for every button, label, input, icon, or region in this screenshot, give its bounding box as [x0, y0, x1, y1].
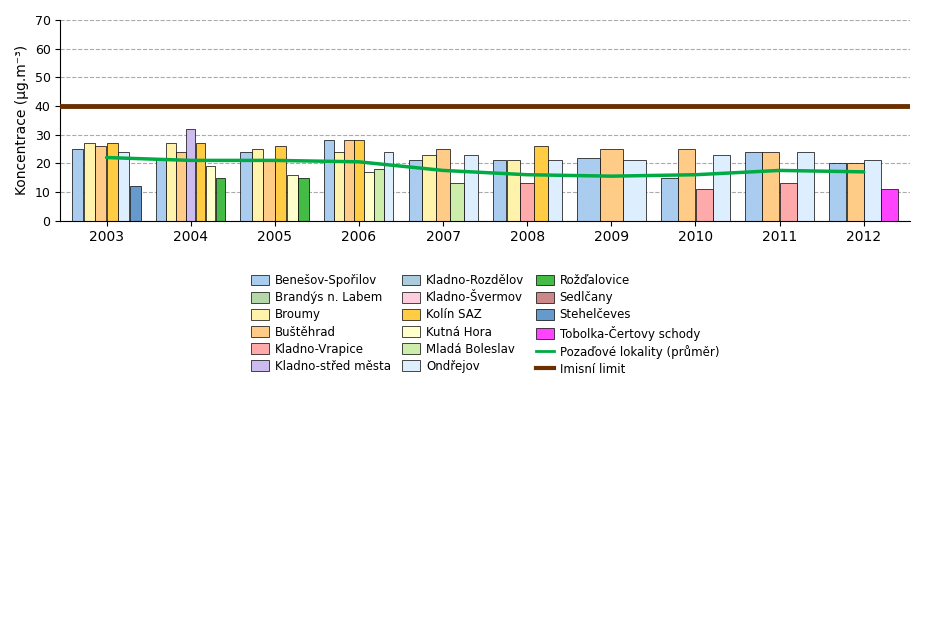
Bar	[106, 143, 117, 221]
Bar	[521, 183, 534, 221]
Bar	[437, 149, 450, 221]
Bar	[423, 155, 436, 221]
Bar	[549, 160, 561, 221]
Bar	[264, 160, 275, 221]
Bar	[298, 177, 309, 221]
Bar	[72, 149, 83, 221]
Bar	[762, 152, 780, 221]
Bar	[240, 152, 252, 221]
Bar	[287, 175, 298, 221]
Bar	[678, 149, 696, 221]
Bar	[166, 143, 176, 221]
Y-axis label: Koncentrace (µg.m⁻³): Koncentrace (µg.m⁻³)	[15, 45, 29, 195]
Bar	[344, 141, 354, 221]
Bar	[325, 141, 334, 221]
Bar	[696, 189, 712, 221]
Bar	[354, 141, 364, 221]
Bar	[196, 143, 205, 221]
Bar	[130, 186, 141, 221]
Bar	[661, 177, 678, 221]
Bar	[577, 158, 599, 221]
Bar	[118, 152, 130, 221]
Bar	[334, 152, 344, 221]
Bar	[464, 155, 477, 221]
Bar	[216, 177, 225, 221]
Bar	[623, 160, 646, 221]
Bar	[829, 163, 846, 221]
Bar	[95, 146, 106, 221]
Bar	[493, 160, 506, 221]
Bar	[384, 152, 393, 221]
Bar	[186, 129, 195, 221]
Bar	[275, 146, 286, 221]
Bar	[252, 149, 263, 221]
Bar	[600, 149, 623, 221]
Bar	[176, 152, 186, 221]
Bar	[364, 172, 374, 221]
Bar	[797, 152, 814, 221]
Bar	[780, 183, 796, 221]
Bar	[83, 143, 95, 221]
Bar	[864, 160, 881, 221]
Bar	[507, 160, 520, 221]
Legend: Benešov-Spořilov, Brandýs n. Labem, Broumy, Buštěhrad, Kladno-Vrapice, Kladno-st: Benešov-Spořilov, Brandýs n. Labem, Brou…	[248, 270, 722, 379]
Bar	[156, 158, 166, 221]
Bar	[846, 163, 864, 221]
Bar	[450, 183, 463, 221]
Bar	[882, 189, 898, 221]
Bar	[409, 160, 422, 221]
Bar	[535, 146, 548, 221]
Bar	[713, 155, 730, 221]
Bar	[374, 169, 384, 221]
Bar	[746, 152, 762, 221]
Bar	[205, 166, 216, 221]
